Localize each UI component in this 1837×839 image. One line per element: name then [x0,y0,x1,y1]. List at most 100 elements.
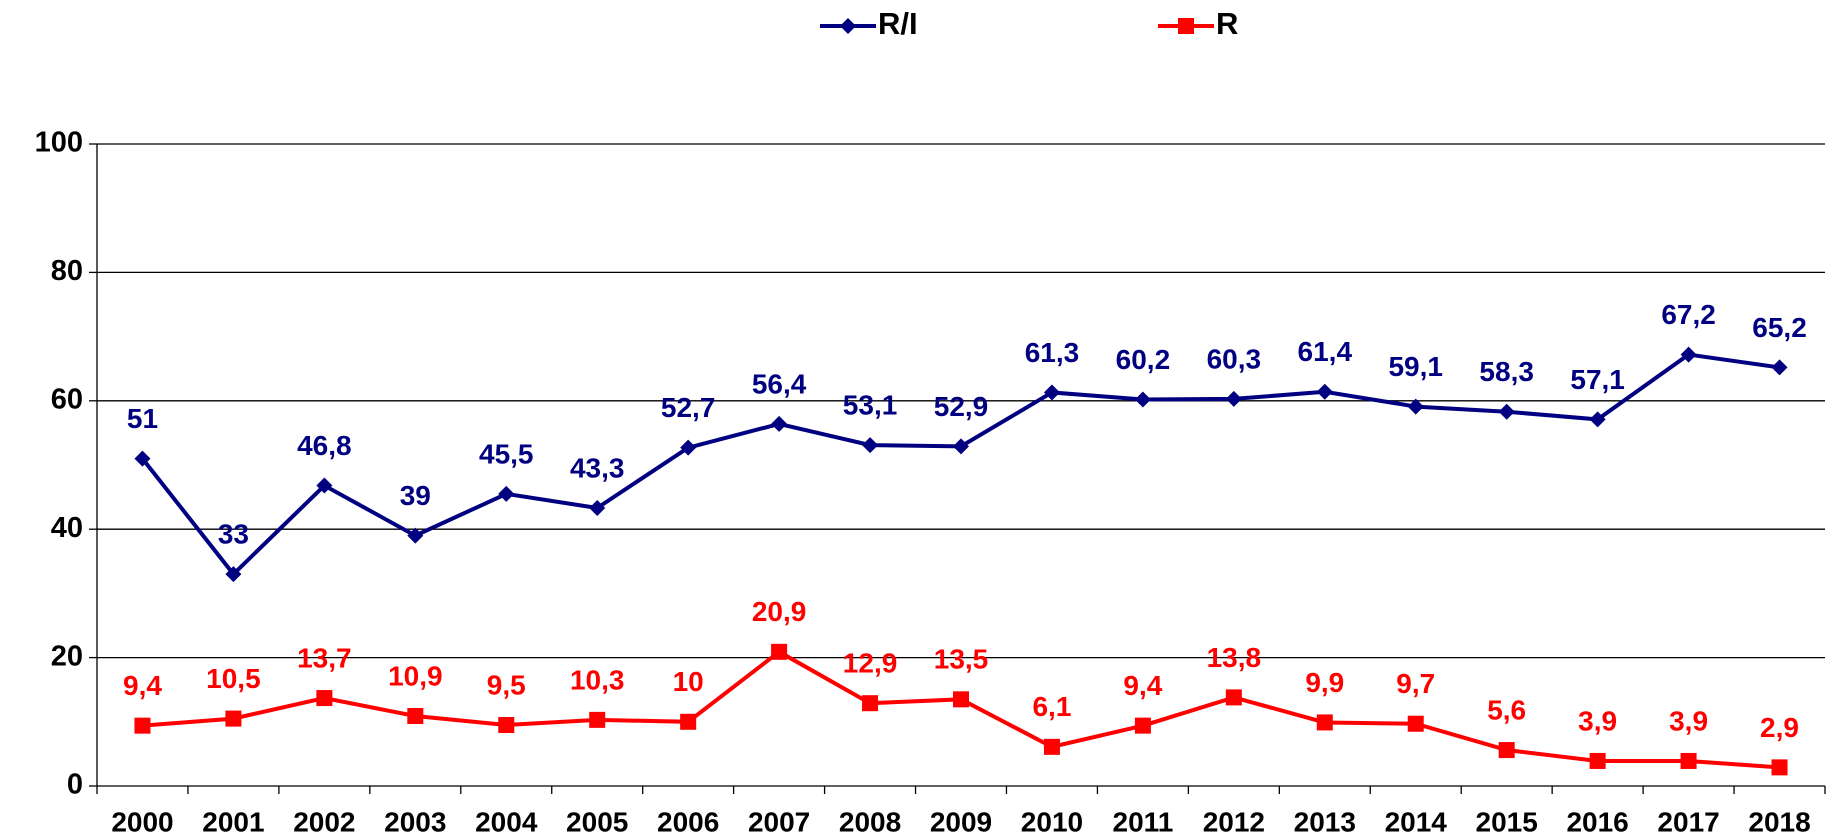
x-tick-label: 2002 [293,806,355,837]
y-tick-label: 40 [51,512,83,544]
marker [134,450,151,467]
marker [1680,346,1697,363]
x-tick-label: 2004 [475,806,538,837]
marker [1043,738,1060,755]
data-label: 20,9 [752,596,807,627]
marker [225,566,242,583]
x-tick-label: 2013 [1294,806,1356,837]
x-tick-label: 2009 [930,806,992,837]
y-tick-label: 0 [67,769,83,801]
x-tick-label: 2000 [111,806,173,837]
data-label: 6,1 [1032,691,1071,722]
x-tick-label: 2005 [566,806,628,837]
x-tick-label: 2011 [1113,806,1174,837]
data-label: 60,3 [1207,343,1262,374]
data-label: 45,5 [479,438,534,469]
data-label: 39 [400,480,431,511]
x-tick-label: 2001 [202,806,264,837]
data-label: 9,4 [123,670,162,701]
marker [1771,759,1788,776]
data-label: 10,5 [206,663,261,694]
y-tick-label: 80 [51,255,83,287]
data-label: 13,7 [297,642,352,673]
data-label: 3,9 [1669,705,1708,736]
y-tick-label: 60 [51,383,83,415]
data-label: 3,9 [1578,705,1617,736]
series-line [140,352,1780,578]
data-label: 60,2 [1116,344,1171,375]
x-tick-label: 2012 [1203,806,1265,837]
marker [1134,391,1151,408]
data-label: 33 [218,519,249,550]
marker [1316,714,1333,731]
x-tick-label: 2008 [839,806,901,837]
marker [225,710,242,727]
x-tick-label: 2018 [1748,806,1810,837]
data-label: 2,9 [1760,712,1799,743]
data-label: 10 [673,666,704,697]
data-label: 67,2 [1661,299,1716,330]
marker [498,485,515,502]
legend-label: R/I [878,6,918,41]
data-label: 61,3 [1025,337,1080,368]
legend-label: R [1216,6,1238,41]
y-tick-label: 100 [35,127,83,159]
data-label: 10,9 [388,660,443,691]
data-label: 9,4 [1123,670,1162,701]
marker [407,527,424,544]
marker [1680,752,1697,769]
data-label: 61,4 [1298,336,1353,367]
x-tick-label: 2003 [384,806,446,837]
marker [680,713,697,730]
marker [1178,18,1194,34]
x-tick-label: 2007 [748,806,810,837]
marker [1316,383,1333,400]
marker [589,711,606,728]
data-label: 56,4 [752,368,807,399]
marker [840,18,856,34]
data-label: 9,5 [487,669,526,700]
marker [771,415,788,432]
x-tick-label: 2016 [1566,806,1628,837]
data-label: 53,1 [843,389,898,420]
marker [1134,717,1151,734]
data-label: 12,9 [843,648,898,679]
marker [1589,752,1606,769]
marker [771,643,788,660]
marker [1407,715,1424,732]
marker [589,500,606,517]
data-label: 59,1 [1388,351,1443,382]
marker [1407,398,1424,415]
data-label: 43,3 [570,452,625,483]
x-tick-label: 2015 [1476,806,1538,837]
x-tick-label: 2014 [1385,806,1448,837]
marker [1771,359,1788,376]
marker [953,438,969,455]
data-label: 52,9 [934,391,989,422]
data-label: 51 [127,403,158,434]
marker [862,695,879,712]
data-label: 9,7 [1396,668,1435,699]
data-label: 65,2 [1752,312,1807,343]
marker [316,690,333,707]
marker [1498,403,1515,420]
marker [407,708,424,725]
marker [1043,384,1060,401]
marker [862,437,879,454]
marker [953,691,969,708]
marker [1225,390,1242,407]
data-label: 57,1 [1570,364,1625,395]
data-label: 13,5 [934,644,989,675]
y-tick-label: 20 [51,640,83,672]
marker [498,717,515,734]
marker [316,477,333,494]
marker [1225,689,1242,706]
x-tick-label: 2010 [1021,806,1083,837]
data-label: 10,3 [570,664,625,695]
marker [1589,411,1606,428]
data-label: 58,3 [1479,356,1534,387]
data-label: 13,8 [1207,642,1262,673]
x-tick-label: 2017 [1657,806,1719,837]
marker [680,439,697,456]
